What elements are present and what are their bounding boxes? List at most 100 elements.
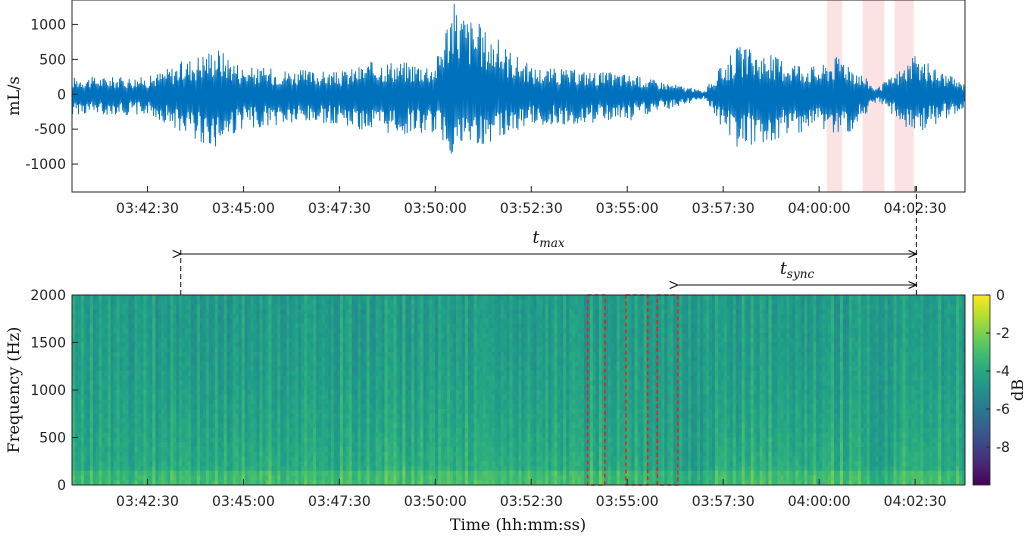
spectrogram-cell xyxy=(223,466,228,472)
spectrogram-cell xyxy=(256,394,260,400)
spectrogram-cell xyxy=(146,328,150,334)
spectrogram-cell xyxy=(363,442,368,448)
spectrogram-cell xyxy=(256,337,260,343)
spectrogram-cell xyxy=(202,423,207,429)
spectrogram-cell xyxy=(301,347,305,353)
spectrogram-cell xyxy=(122,418,126,424)
spectrogram-cell xyxy=(339,304,344,310)
spectrogram-cell xyxy=(152,366,156,372)
spectrogram-cell xyxy=(432,432,436,438)
spectrogram-cell xyxy=(375,347,379,353)
spectrogram-cell xyxy=(366,432,371,438)
spectrogram-cell xyxy=(110,356,115,362)
x-tick-label: 03:57:30 xyxy=(692,201,755,217)
spectrogram-cell xyxy=(164,318,168,324)
spectrogram-cell xyxy=(208,304,213,310)
spectrogram-cell xyxy=(253,318,257,324)
x-tick-label: 04:00:00 xyxy=(788,201,851,217)
spectrogram-cell xyxy=(423,385,427,391)
spectrogram-cell xyxy=(244,461,249,467)
spectrogram-cell xyxy=(271,304,275,310)
spectrogram-cell xyxy=(125,428,129,434)
spectrogram-cell xyxy=(158,390,162,396)
spectrogram-cell xyxy=(417,299,421,305)
spectrogram-cell xyxy=(432,451,436,457)
spectrogram-cell xyxy=(214,337,219,343)
spectrogram-cell xyxy=(405,356,409,362)
spectrogram-cell xyxy=(214,390,219,396)
spectrogram-cell xyxy=(194,390,198,396)
spectrogram-cell xyxy=(345,447,350,453)
spectrogram-cell xyxy=(354,337,359,343)
spectrogram-cell xyxy=(125,333,129,339)
spectrogram-cell xyxy=(134,333,138,339)
spectrogram-cell xyxy=(325,299,329,305)
spectrogram-cell xyxy=(214,480,219,486)
spectrogram-cell xyxy=(375,390,379,396)
spectrogram-cell xyxy=(280,328,284,334)
spectrogram-cell xyxy=(226,361,231,367)
spectrogram-cell xyxy=(152,299,156,305)
spectrogram-cell xyxy=(262,366,266,372)
spectrogram-cell xyxy=(259,480,263,486)
spectrogram-cell xyxy=(185,451,189,457)
spectrogram-cell xyxy=(214,309,219,315)
spectrogram-cell xyxy=(217,347,222,353)
spectrogram-cell xyxy=(179,380,183,386)
spectrogram-cell xyxy=(330,404,335,410)
spectrogram-cell xyxy=(339,451,344,457)
spectrogram-cell xyxy=(351,451,356,457)
spectrogram-cell xyxy=(122,323,126,329)
spectrogram-cell xyxy=(134,385,138,391)
spectrogram-cell xyxy=(194,304,198,310)
spectrogram-cell xyxy=(310,466,314,472)
spectrogram-cell xyxy=(110,466,115,472)
spectrogram-cell xyxy=(131,361,135,367)
spectrogram-cell xyxy=(77,318,82,324)
spectrogram-cell xyxy=(322,461,326,467)
spectrogram-cell xyxy=(197,475,201,481)
spectrogram-cell xyxy=(211,466,216,472)
spectrogram-cell xyxy=(140,432,144,438)
spectrogram-cell xyxy=(241,442,246,448)
spectrogram-cell xyxy=(262,451,266,457)
spectrogram-cell xyxy=(146,418,150,424)
spectrogram-cell xyxy=(375,371,379,377)
spectrogram-cell xyxy=(155,390,159,396)
spectrogram-cell xyxy=(256,475,260,481)
spectrogram-cell xyxy=(372,442,377,448)
spectrogram-cell xyxy=(310,356,314,362)
spectrogram-cell xyxy=(116,375,121,381)
spectrogram-cell xyxy=(366,466,371,472)
spectrogram-cell xyxy=(390,304,394,310)
spectrogram-cell xyxy=(89,375,94,381)
spectrogram-cell xyxy=(372,390,377,396)
spectrogram-cell xyxy=(197,394,201,400)
spectrogram-cell xyxy=(345,480,350,486)
spectrogram-cell xyxy=(259,380,263,386)
spectrogram-cell xyxy=(375,456,379,462)
spectrogram-cell xyxy=(420,413,424,419)
spectrogram-cell xyxy=(89,328,94,334)
spectrogram-cell xyxy=(268,347,272,353)
spectrogram-cell xyxy=(259,356,263,362)
spectrogram-cell xyxy=(417,337,421,343)
spectrogram-cell xyxy=(232,295,237,301)
spectrogram-cell xyxy=(128,375,132,381)
spectrogram-cell xyxy=(417,328,421,334)
spectrogram-cell xyxy=(244,423,249,429)
spectrogram-cell xyxy=(372,428,377,434)
spectrogram-cell xyxy=(208,347,213,353)
spectrogram-cell xyxy=(271,432,275,438)
spectrogram-cell xyxy=(253,309,257,315)
spectrogram-cell xyxy=(289,437,293,443)
spectrogram-cell xyxy=(283,380,287,386)
spectrogram-cell xyxy=(72,409,76,415)
spectrogram-cell xyxy=(110,404,115,410)
spectrogram-cell xyxy=(119,475,124,481)
spectrogram-cell xyxy=(327,352,332,358)
spectrogram-cell xyxy=(325,295,329,301)
spectrogram-cell xyxy=(197,371,201,377)
spectrogram-cell xyxy=(289,470,293,476)
spectrogram-cell xyxy=(83,380,88,386)
